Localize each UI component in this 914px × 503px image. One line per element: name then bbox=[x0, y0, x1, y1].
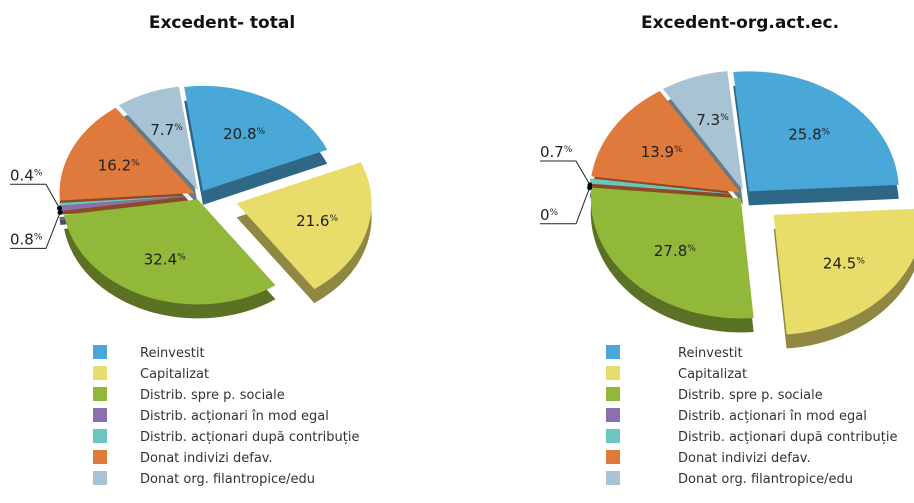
legend-swatch bbox=[93, 450, 107, 464]
legend-swatch bbox=[93, 429, 107, 443]
wedge bbox=[733, 71, 899, 192]
legend-swatch bbox=[606, 471, 620, 485]
legend-swatch bbox=[606, 387, 620, 401]
value-number: 24.5 bbox=[823, 255, 856, 273]
value-number: 7.3 bbox=[696, 111, 720, 129]
wedge bbox=[184, 85, 328, 191]
value-label: 0.7% bbox=[540, 143, 573, 161]
value-unit: % bbox=[131, 158, 140, 168]
legend-swatch bbox=[606, 366, 620, 380]
value-unit: % bbox=[674, 145, 683, 155]
value-label: 0% bbox=[540, 206, 559, 224]
legend-label: Distrib. acționari în mod egal bbox=[140, 409, 329, 424]
value-label: 16.2% bbox=[98, 156, 140, 174]
leader-line bbox=[540, 160, 591, 186]
value-unit: % bbox=[856, 257, 865, 267]
value-label: 0.4% bbox=[10, 166, 43, 184]
value-label: 7.7% bbox=[150, 121, 183, 139]
chart-title: Excedent-org.act.ec. bbox=[641, 13, 839, 33]
legend-swatch bbox=[93, 471, 107, 485]
value-unit: % bbox=[34, 232, 43, 242]
value-unit: % bbox=[329, 214, 338, 224]
wedge bbox=[590, 187, 754, 319]
value-label: 7.3% bbox=[696, 111, 729, 129]
wedge bbox=[59, 107, 195, 201]
value-number: 16.2 bbox=[98, 156, 131, 174]
value-label: 24.5% bbox=[823, 255, 865, 273]
value-unit: % bbox=[174, 123, 183, 133]
value-unit: % bbox=[177, 252, 186, 262]
legend-label: Capitalizat bbox=[140, 367, 209, 382]
value-unit: % bbox=[34, 168, 43, 178]
wedge bbox=[59, 195, 195, 206]
wedge bbox=[591, 90, 740, 193]
legend-swatch bbox=[93, 345, 107, 359]
wedge bbox=[773, 208, 914, 335]
value-number: 13.9 bbox=[641, 143, 674, 161]
leader-dot bbox=[57, 209, 63, 215]
value-label: 27.8% bbox=[654, 242, 696, 260]
value-number: 0.7 bbox=[540, 143, 564, 161]
value-unit: % bbox=[720, 113, 729, 123]
legend-swatch bbox=[93, 366, 107, 380]
legend-label: Capitalizat bbox=[678, 367, 747, 382]
value-unit: % bbox=[687, 244, 696, 254]
wedge bbox=[59, 195, 195, 212]
value-number: 20.8 bbox=[223, 125, 256, 143]
legend-label: Distrib. acționari după contribuție bbox=[140, 430, 359, 445]
leader-dot bbox=[587, 182, 593, 188]
value-number: 7.7 bbox=[150, 121, 174, 139]
value-number: 32.4 bbox=[144, 250, 177, 268]
value-unit: % bbox=[550, 208, 559, 218]
legend-label: Distrib. spre p. sociale bbox=[678, 388, 823, 403]
value-unit: % bbox=[257, 127, 266, 137]
value-unit: % bbox=[564, 145, 573, 155]
legend-swatch bbox=[606, 408, 620, 422]
value-label: 32.4% bbox=[144, 250, 186, 268]
legend-label: Donat indivizi defav. bbox=[678, 451, 811, 466]
leader-dot bbox=[57, 205, 63, 211]
wedge bbox=[236, 162, 372, 290]
legend-label: Reinvestit bbox=[678, 346, 743, 361]
legend-label: Reinvestit bbox=[140, 346, 205, 361]
value-label: 13.9% bbox=[641, 143, 683, 161]
legend-label: Donat indivizi defav. bbox=[140, 451, 273, 466]
wedge bbox=[118, 86, 198, 191]
value-number: 0.4 bbox=[10, 166, 34, 184]
value-number: 21.6 bbox=[296, 212, 329, 230]
wedge bbox=[64, 199, 276, 305]
legend-swatch bbox=[606, 450, 620, 464]
legend-swatch bbox=[606, 345, 620, 359]
leader-line bbox=[10, 183, 60, 209]
leader-line bbox=[10, 212, 61, 249]
legend-label: Distrib. spre p. sociale bbox=[140, 388, 285, 403]
legend-label: Donat org. filantropice/edu bbox=[140, 472, 315, 487]
leader-line bbox=[540, 187, 591, 225]
wedge bbox=[589, 178, 740, 195]
legend-label: Distrib. acționari în mod egal bbox=[678, 409, 867, 424]
value-label: 21.6% bbox=[296, 212, 338, 230]
value-label: 20.8% bbox=[223, 125, 265, 143]
value-label: 25.8% bbox=[788, 126, 830, 144]
legend-label: Donat org. filantropice/edu bbox=[678, 472, 853, 487]
value-number: 0 bbox=[540, 206, 550, 224]
value-unit: % bbox=[822, 128, 831, 138]
value-label: 0.8% bbox=[10, 230, 43, 248]
legend-swatch bbox=[93, 408, 107, 422]
value-number: 27.8 bbox=[654, 242, 687, 260]
legend-label: Distrib. acționari după contribuție bbox=[678, 430, 897, 445]
chart-title: Excedent- total bbox=[149, 13, 295, 33]
legend-swatch bbox=[93, 387, 107, 401]
value-number: 0.8 bbox=[10, 230, 34, 248]
wedge bbox=[662, 71, 744, 191]
value-number: 25.8 bbox=[788, 126, 821, 144]
legend-swatch bbox=[606, 429, 620, 443]
